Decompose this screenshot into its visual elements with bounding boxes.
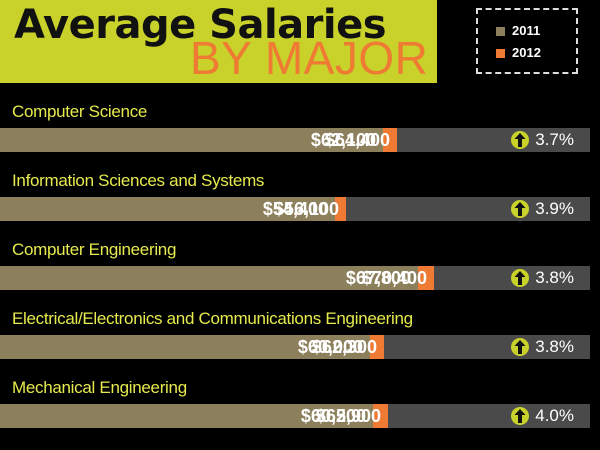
title-panel: Average Salaries BY MAJOR — [0, 0, 437, 84]
up-arrow-icon — [511, 131, 530, 149]
growth-computer-science: 3.7% — [511, 128, 574, 152]
legend-label-2012: 2012 — [512, 45, 541, 60]
legend-item-2012: 2012 — [496, 46, 541, 60]
growth-value: 3.8% — [535, 268, 574, 287]
growth-computer-engineering: 3.8% — [511, 266, 574, 290]
category-label-information-sciences-and-systems: Information Sciences and Systems — [12, 171, 265, 190]
up-arrow-icon — [511, 407, 530, 425]
chart-title: Average Salaries — [14, 2, 387, 48]
bar-track-information-sciences-and-systems: $54,400 $56,100 3.9% — [0, 197, 590, 221]
growth-value: 3.7% — [535, 130, 574, 149]
value-label-2012-mechanical-engineering: $62,900 — [315, 406, 381, 426]
value-label-2012-computer-science: $64,400 — [324, 130, 390, 150]
bar-2011-computer-science — [0, 128, 383, 152]
growth-mechanical-engineering: 4.0% — [511, 404, 574, 428]
category-label-electrical-electronics-and-communications-engineering: Electrical/Electronics and Communication… — [12, 309, 413, 328]
growth-value: 4.0% — [535, 406, 574, 425]
value-label-2012-information-sciences-and-systems: $56,100 — [273, 199, 339, 219]
growth-value: 3.8% — [535, 337, 574, 356]
up-arrow-icon — [511, 269, 530, 287]
growth-information-sciences-and-systems: 3.9% — [511, 197, 574, 221]
legend: 2011 2012 — [476, 8, 578, 74]
category-label-computer-engineering: Computer Engineering — [12, 240, 177, 259]
value-label-2011-mechanical-engineering: $60,500 — [300, 406, 366, 426]
bar-track-computer-science: $62,100 $64,400 3.7% — [0, 128, 590, 152]
value-label-2011-computer-science: $62,100 — [310, 130, 376, 150]
value-label-2011-computer-engineering: $67,800 — [345, 268, 411, 288]
bar-track-computer-engineering: $67,800 $70,400 3.8% — [0, 266, 590, 290]
bar-2011-information-sciences-and-systems — [0, 197, 335, 221]
value-label-2012-electrical-electronics-and-communications-engineering: $62,300 — [311, 337, 377, 357]
legend-swatch-2011 — [496, 26, 505, 36]
bar-2011-computer-engineering — [0, 266, 418, 290]
legend-swatch-2012 — [496, 48, 505, 58]
bar-2011-electrical-electronics-and-communications-engineering — [0, 335, 370, 359]
bar-2011-mechanical-engineering — [0, 404, 373, 428]
value-label-2012-computer-engineering: $70,400 — [361, 268, 427, 288]
bar-track-electrical-electronics-and-communications-engineering: $60,000 $62,300 3.8% — [0, 335, 590, 359]
bar-track-mechanical-engineering: $60,500 $62,900 4.0% — [0, 404, 590, 428]
value-label-2011-information-sciences-and-systems: $54,400 — [262, 199, 328, 219]
category-label-mechanical-engineering: Mechanical Engineering — [12, 378, 187, 397]
growth-electrical-electronics-and-communications-engineering: 3.8% — [511, 335, 574, 359]
legend-item-2011: 2011 — [496, 24, 540, 38]
growth-value: 3.9% — [535, 199, 574, 218]
up-arrow-icon — [511, 200, 530, 218]
up-arrow-icon — [511, 338, 530, 356]
value-label-2011-electrical-electronics-and-communications-engineering: $60,000 — [297, 337, 363, 357]
legend-label-2011: 2011 — [512, 23, 541, 38]
chart-subtitle: BY MAJOR — [190, 32, 429, 84]
category-label-computer-science: Computer Science — [12, 102, 148, 121]
